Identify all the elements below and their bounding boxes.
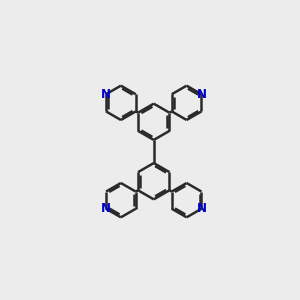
Text: N: N xyxy=(101,202,111,215)
Text: N: N xyxy=(196,202,206,215)
Text: N: N xyxy=(101,88,111,101)
Text: N: N xyxy=(196,88,206,101)
